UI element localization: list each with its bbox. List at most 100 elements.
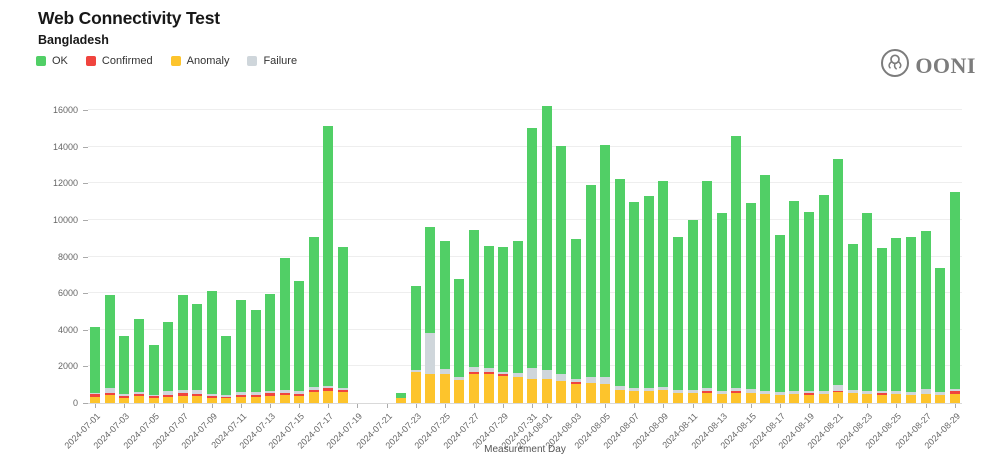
segment-anomaly [221,397,232,403]
bar-2024-08-13[interactable] [716,212,727,403]
legend-item-ok: OK [36,55,68,67]
bar-2024-08-27[interactable] [920,230,931,403]
bar-2024-07-31[interactable] [527,128,538,403]
segment-anomaly [163,396,174,403]
gridline-14000 [88,145,962,147]
bar-2024-08-21[interactable] [833,158,844,403]
bar-2024-08-01[interactable] [541,106,552,403]
segment-anomaly [731,392,742,403]
bar-2024-08-22[interactable] [847,243,858,403]
bar-2024-08-08[interactable] [643,196,654,403]
segment-confirmed [804,393,815,395]
bar-2024-08-10[interactable] [672,237,683,403]
bar-2024-07-13[interactable] [265,294,276,403]
legend-swatch-confirmed [85,56,96,66]
bar-2024-07-06[interactable] [163,321,174,403]
bar-2024-08-07[interactable] [629,201,640,403]
x-tick-mark [809,404,811,408]
segment-failure [774,392,785,395]
bar-2024-08-17[interactable] [774,234,785,403]
segment-confirmed [483,371,494,374]
bar-2024-07-29[interactable] [498,247,509,403]
y-tick-mark [83,293,88,295]
bar-2024-08-18[interactable] [789,200,800,403]
segment-failure [672,390,683,393]
segment-anomaly [556,381,567,403]
segment-anomaly [570,383,581,403]
bar-2024-07-05[interactable] [148,345,159,403]
bar-2024-08-25[interactable] [891,238,902,403]
segment-ok [308,237,319,388]
bar-2024-07-10[interactable] [221,336,232,403]
bar-2024-07-07[interactable] [177,295,188,403]
bar-2024-07-08[interactable] [192,304,203,403]
x-tick-mark [721,404,723,408]
bar-2024-07-22[interactable] [396,392,407,403]
segment-confirmed [104,392,115,396]
bar-2024-08-06[interactable] [614,178,625,403]
segment-ok [454,278,465,378]
x-tick-mark [575,404,577,408]
bar-2024-08-03[interactable] [570,239,581,403]
segment-ok [672,237,683,391]
bar-2024-08-15[interactable] [745,202,756,403]
bar-2024-08-23[interactable] [862,212,873,403]
bar-2024-07-28[interactable] [483,245,494,403]
segment-failure [235,392,246,395]
bar-2024-08-20[interactable] [818,195,829,403]
bar-2024-07-27[interactable] [469,229,480,403]
segment-anomaly [439,373,450,403]
bar-2024-08-04[interactable] [585,185,596,403]
bar-2024-07-24[interactable] [425,227,436,403]
segment-failure [847,390,858,393]
segment-failure [104,388,115,393]
bar-2024-08-09[interactable] [658,180,669,403]
segment-failure [585,377,596,383]
x-tick-mark [503,404,505,408]
segment-ok [643,196,654,389]
bar-2024-08-12[interactable] [702,180,713,403]
bar-2024-07-18[interactable] [337,247,348,403]
segment-anomaly [250,396,261,403]
bar-2024-08-26[interactable] [906,237,917,403]
bar-2024-07-11[interactable] [235,300,246,403]
bar-2024-08-29[interactable] [949,191,960,403]
bar-2024-07-04[interactable] [133,318,144,403]
x-tick-mark [867,404,869,408]
bar-2024-08-05[interactable] [600,144,611,403]
segment-failure [512,372,523,378]
bar-2024-08-14[interactable] [731,135,742,403]
bar-2024-07-01[interactable] [90,327,101,403]
gridline-16000 [88,109,962,110]
bar-2024-07-14[interactable] [279,258,290,403]
bar-2024-08-19[interactable] [804,211,815,403]
bar-2024-07-16[interactable] [308,237,319,403]
segment-confirmed [119,395,130,398]
bar-2024-07-17[interactable] [323,125,334,403]
bar-2024-08-16[interactable] [760,175,771,403]
bar-2024-07-03[interactable] [119,336,130,403]
bar-2024-07-15[interactable] [294,281,305,403]
x-tick-mark [444,404,446,408]
bar-2024-07-02[interactable] [104,294,115,403]
bar-2024-07-12[interactable] [250,309,261,403]
bar-2024-07-23[interactable] [410,285,421,403]
plot-area [88,105,962,404]
segment-anomaly [774,394,785,403]
bar-2024-08-24[interactable] [876,248,887,403]
bar-2024-07-09[interactable] [206,291,217,403]
bar-2024-08-02[interactable] [556,145,567,403]
bar-2024-07-25[interactable] [439,240,450,403]
segment-anomaly [920,393,931,403]
bar-2024-07-26[interactable] [454,278,465,403]
bar-2024-08-28[interactable] [935,267,946,403]
segment-ok [221,336,232,395]
bar-2024-07-30[interactable] [512,240,523,403]
legend-swatch-ok [36,56,46,66]
bar-2024-08-11[interactable] [687,219,698,403]
segment-confirmed [337,390,348,393]
ooni-octopus-icon [880,48,910,83]
x-axis: 2024-07-01 2024-07-03 2024-07-05 2024-07-07… [63,404,962,460]
segment-failure [833,384,844,391]
legend-swatch-anomaly [170,56,181,66]
